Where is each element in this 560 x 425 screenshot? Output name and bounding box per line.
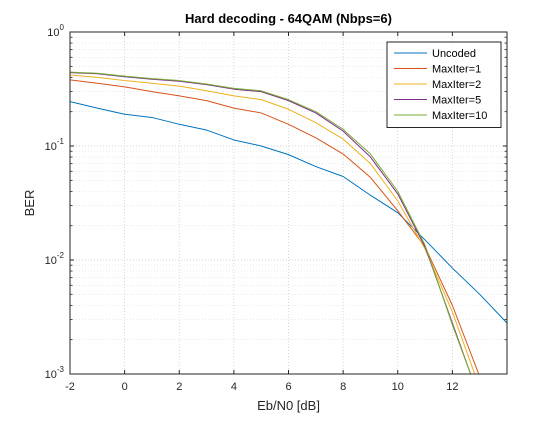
x-tick-label: 10 — [392, 381, 404, 393]
y-tick-label: 100 — [47, 23, 64, 39]
series-layer — [70, 71, 507, 374]
y-tick-label: 10-1 — [45, 137, 65, 153]
y-tick-label: 10-2 — [45, 251, 65, 267]
x-axis-label: Eb/N0 [dB] — [257, 398, 320, 413]
chart-title: Hard decoding - 64QAM (Nbps=6) — [185, 11, 392, 26]
x-tick-label: 4 — [231, 381, 237, 393]
legend-entry: MaxIter=1 — [432, 64, 481, 76]
series-line-maxiter-1 — [70, 79, 480, 374]
series-line-maxiter-2 — [70, 74, 476, 374]
x-tick-label: -2 — [65, 381, 75, 393]
legend-entry: Uncoded — [432, 48, 476, 60]
legend-entry: MaxIter=5 — [432, 95, 481, 107]
legend-box — [386, 41, 502, 128]
x-tick-label: 6 — [285, 381, 291, 393]
y-axis-label: BER — [22, 190, 37, 217]
y-tick-label: 10-3 — [45, 365, 65, 381]
x-tick-label: 0 — [122, 381, 128, 393]
series-line-maxiter-10 — [70, 71, 472, 374]
axis-ticks — [69, 31, 507, 375]
legend-entry: MaxIter=10 — [432, 110, 487, 122]
y-tick-labels: 10-3 10-2 10-1 100 — [45, 23, 65, 381]
legend-entry: MaxIter=2 — [432, 79, 481, 91]
x-tick-labels: -2 0 2 4 6 8 10 12 — [65, 381, 458, 393]
legend: Uncoded MaxIter=1 MaxIter=2 MaxIter=5 MaxIte… — [386, 41, 502, 128]
x-tick-label: 8 — [340, 381, 346, 393]
x-tick-label: 12 — [446, 381, 458, 393]
series-line-maxiter-5 — [70, 72, 472, 374]
x-tick-label: 2 — [176, 381, 182, 393]
series-line-uncoded — [70, 101, 507, 324]
minor-grid — [70, 36, 507, 340]
